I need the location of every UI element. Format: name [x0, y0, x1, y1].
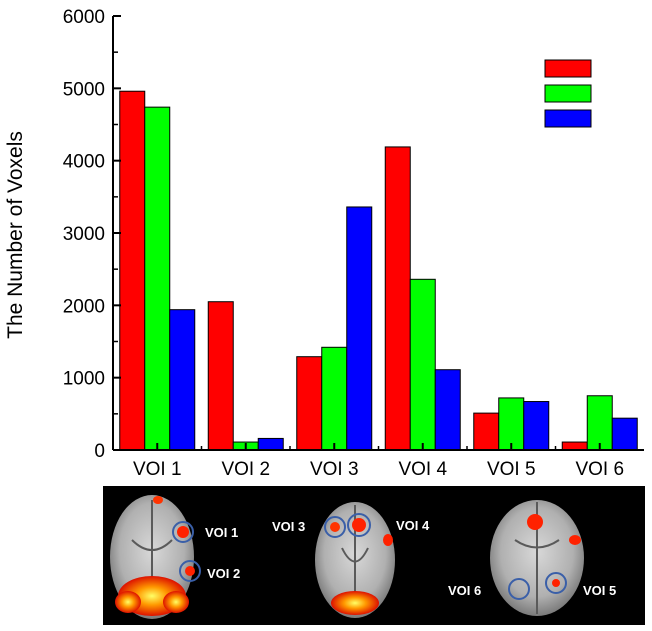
- y-tick-label-4000: 4000: [63, 152, 105, 173]
- voi5-label: VOI 5: [583, 583, 616, 598]
- voi6-circle: [508, 578, 530, 600]
- voi6-label: VOI 6: [448, 583, 481, 598]
- voi2-circle: [179, 560, 201, 582]
- y-tick-label-6000: 6000: [63, 7, 105, 28]
- bars-layer: [119, 90, 638, 451]
- bar-voi3-series3: [346, 206, 373, 451]
- y-tick-label-1000: 1000: [63, 369, 105, 390]
- brain-slice-2: VOI 3 VOI 4: [272, 502, 430, 618]
- y-tick-label-3000: 3000: [63, 224, 105, 245]
- bar-voi1-series1: [119, 90, 146, 451]
- bar-voi4-series2: [409, 278, 436, 451]
- voi1-circle: [172, 521, 194, 543]
- brain-slice-3-activation-lateral: [569, 535, 581, 545]
- voi5-circle: [545, 572, 567, 594]
- bar-voi5-series2: [498, 397, 525, 451]
- bar-voi2-series3: [257, 437, 284, 451]
- bar-voi3-series1: [296, 356, 323, 451]
- brain-slice-3: VOI 6 VOI 5: [448, 500, 616, 616]
- bar-voi2-series1: [207, 301, 234, 451]
- voi2-label: VOI 2: [207, 566, 240, 581]
- legend-swatch-series1: [544, 59, 592, 78]
- voi3-label: VOI 3: [272, 519, 305, 534]
- brain-slice-1-activation-left: [115, 591, 141, 613]
- x-tick-label-3: VOI 3: [310, 459, 359, 480]
- y-tick-label-0: 0: [94, 441, 105, 462]
- brain-slice-1-activation-right: [163, 591, 189, 613]
- brain-slice-1-activation-frontal: [153, 496, 163, 504]
- brain-slice-2-activation-posterior: [331, 591, 379, 615]
- voi3-circle: [324, 516, 346, 538]
- brain-slice-3-activation-frontal: [527, 514, 543, 530]
- bar-voi5-series1: [473, 412, 500, 451]
- brain-slices-panel: VOI 1 VOI 2 VOI 3 VOI 4 VOI 6 VOI: [103, 486, 645, 625]
- y-axis-title: The Number of Voxels: [4, 131, 27, 339]
- bar-voi4-series1: [384, 146, 411, 451]
- voi1-activation: [177, 526, 189, 538]
- voi4-label: VOI 4: [396, 518, 430, 533]
- voi4-activation: [352, 518, 366, 532]
- x-tick-label-6: VOI 6: [575, 459, 624, 480]
- x-tick-label-2: VOI 2: [221, 459, 270, 480]
- voi5-activation: [552, 579, 560, 587]
- x-tick-label-4: VOI 4: [398, 459, 447, 480]
- brain-slice-2-activation-lateral: [383, 534, 393, 546]
- voi1-label: VOI 1: [205, 525, 238, 540]
- voi3-activation: [330, 522, 340, 532]
- legend-swatch-series2: [544, 84, 592, 103]
- legend: [544, 59, 592, 128]
- y-tick-label-5000: 5000: [63, 79, 105, 100]
- x-tick-label-5: VOI 5: [487, 459, 536, 480]
- bar-voi5-series3: [523, 401, 550, 451]
- bar-voi6-series1: [561, 441, 588, 451]
- bar-voi1-series2: [144, 106, 171, 451]
- bar-voi6-series3: [611, 417, 638, 451]
- bar-voi6-series2: [586, 395, 613, 451]
- voi4-circle: [347, 513, 371, 537]
- bar-voi1-series3: [169, 309, 196, 451]
- bar-voi3-series2: [321, 346, 348, 451]
- brain-slice-1: VOI 1 VOI 2: [110, 495, 240, 619]
- x-tick-label-1: VOI 1: [133, 459, 182, 480]
- ticks-layer: 0 1000 2000 3000 4000 5000 6000 VOI 1 VOI 2 VOI 3…: [63, 7, 624, 480]
- bar-voi4-series3: [434, 369, 461, 451]
- y-tick-label-2000: 2000: [63, 296, 105, 317]
- legend-swatch-series3: [544, 109, 592, 128]
- voi2-activation: [185, 566, 195, 576]
